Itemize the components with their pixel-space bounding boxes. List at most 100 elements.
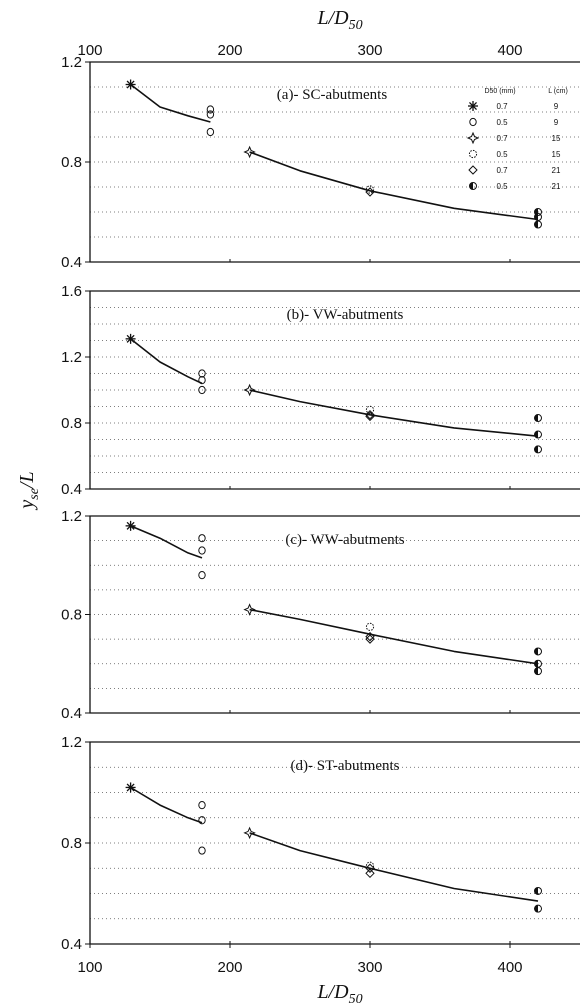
top-x-tick-label: 400 — [497, 42, 522, 59]
legend-d50: 0.5 — [496, 118, 508, 127]
legend-row: 0.7 21 — [468, 165, 561, 175]
legend-header-d50: D50 (mm) — [484, 88, 515, 95]
data-point — [534, 667, 542, 676]
gridlines — [90, 86, 580, 238]
bottom-x-tick-label: 300 — [357, 959, 382, 976]
data-point — [198, 571, 206, 580]
legend-marker — [468, 101, 478, 111]
legend-row: 0.5 9 — [469, 117, 559, 127]
panel-title: (d)- ST-abutments — [290, 758, 399, 774]
data-point — [198, 369, 206, 378]
data-point — [534, 220, 542, 229]
top-x-tick-label: 300 — [357, 42, 382, 59]
data-point — [206, 110, 215, 119]
data-point — [125, 333, 136, 344]
fit-curve — [130, 786, 203, 824]
legend-marker — [469, 117, 477, 127]
y-tick-label: 0.4 — [61, 254, 82, 271]
legend-d50: 0.5 — [496, 182, 508, 191]
data-point — [243, 826, 256, 840]
legend-row: 0.5 15 — [468, 149, 561, 159]
y-tick-label: 1.2 — [61, 54, 82, 71]
data-point — [198, 534, 206, 543]
legend-marker — [468, 165, 478, 175]
y-tick-label: 0.8 — [61, 835, 82, 852]
panel-b: 0.4 0.8 1.2 1.6 (b)- VW-abutments — [61, 283, 580, 498]
y-tick-label: 0.8 — [61, 607, 82, 624]
legend-l: 15 — [552, 134, 561, 143]
data-point — [534, 886, 542, 895]
fit-curve — [130, 525, 203, 559]
legend-l: 15 — [552, 150, 561, 159]
data-point — [534, 904, 542, 913]
fit-curve — [130, 338, 203, 385]
top-x-tick-label: 100 — [77, 42, 102, 59]
fit-curve — [249, 832, 539, 902]
fit-curve — [130, 83, 211, 123]
data-point — [534, 659, 542, 668]
data-point — [365, 622, 375, 631]
y-axis-label: yse/L — [16, 471, 42, 510]
data-point — [534, 430, 542, 439]
y-tick-label: 0.8 — [61, 154, 82, 171]
legend-row: 0.7 15 — [466, 131, 561, 145]
data-point — [198, 385, 206, 395]
legend-l: 9 — [554, 118, 559, 127]
data-point — [365, 631, 375, 642]
gridlines — [90, 540, 580, 689]
legend-d50: 0.7 — [496, 166, 508, 175]
y-tick-label: 0.4 — [61, 481, 82, 498]
data-point — [243, 603, 256, 616]
data-point — [365, 411, 375, 422]
legend-row: 0.7 9 — [468, 101, 559, 111]
data-point — [534, 213, 542, 221]
bottom-x-tick-label: 200 — [217, 959, 242, 976]
data-point — [125, 79, 136, 90]
data-point — [243, 383, 256, 397]
legend-l: 21 — [552, 166, 561, 175]
data-point — [198, 546, 206, 555]
gridlines — [90, 766, 580, 920]
data-point — [365, 863, 375, 873]
data-point — [125, 520, 136, 531]
fit-curve — [249, 608, 539, 665]
panel-title: (c)- WW-abutments — [285, 532, 404, 548]
data-point — [365, 868, 375, 879]
bottom-x-axis-label: L/D50 — [316, 981, 362, 1004]
data-point — [365, 861, 375, 870]
fit-curve — [249, 389, 539, 437]
legend-marker — [466, 131, 480, 145]
data-point — [206, 105, 215, 114]
y-tick-label: 1.2 — [61, 349, 82, 366]
data-point — [243, 145, 256, 159]
bottom-x-tick-label: 100 — [77, 959, 102, 976]
data-point — [365, 185, 375, 194]
legend-d50: 0.7 — [496, 102, 508, 111]
data-point — [198, 846, 206, 855]
data-point — [365, 634, 375, 644]
legend: D50 (mm) L (cm)0.7 90.5 90.7 150.5 150.7 210.5… — [466, 88, 568, 191]
panel-a: 0.4 0.8 1.2 (a)- SC-abutments — [61, 54, 580, 271]
data-point — [365, 410, 375, 420]
panel-frame — [89, 290, 580, 490]
legend-marker — [469, 182, 477, 190]
data-point — [534, 414, 542, 423]
data-point — [125, 782, 136, 793]
bottom-x-tick-label: 400 — [497, 959, 522, 976]
legend-row: 0.5 21 — [469, 182, 561, 191]
panel-c: 0.4 0.8 1.2 (c)- WW-abutments — [61, 508, 580, 722]
data-point — [198, 801, 206, 810]
y-tick-label: 0.4 — [61, 936, 82, 953]
top-x-axis-label: L/D50 — [316, 7, 362, 33]
panel-title: (a)- SC-abutments — [277, 87, 388, 103]
data-point — [365, 405, 375, 414]
legend-l: 21 — [552, 182, 561, 191]
legend-l: 9 — [554, 102, 559, 111]
y-tick-label: 0.8 — [61, 415, 82, 432]
data-point — [198, 816, 206, 825]
panel-title: (b)- VW-abutments — [287, 307, 404, 323]
data-point — [534, 647, 542, 656]
data-point — [206, 127, 215, 137]
data-point — [534, 445, 542, 454]
